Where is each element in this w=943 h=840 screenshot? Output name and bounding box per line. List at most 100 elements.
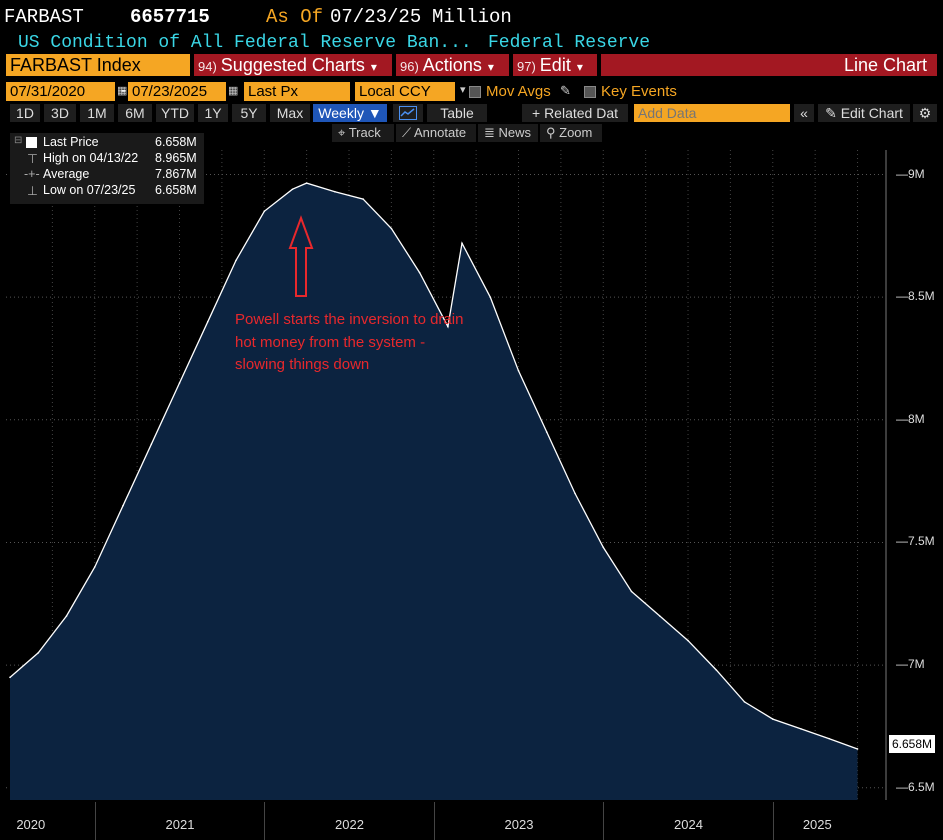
data-point <box>771 718 774 720</box>
data-point <box>687 639 689 642</box>
news-label: News <box>498 125 532 140</box>
edit-label: Edit <box>539 55 571 75</box>
x-tick-label: 2024 <box>674 817 703 832</box>
legend-avg-label: Average <box>43 167 90 181</box>
track-tool[interactable]: ⌖ Track <box>332 124 394 142</box>
period-3d[interactable]: 3D <box>44 104 76 122</box>
edit-chart-button[interactable]: ✎ Edit Chart <box>818 104 910 122</box>
edit-button[interactable]: 97) Edit ▾ <box>513 54 597 76</box>
chevron-down-icon[interactable]: ▾ <box>460 84 466 96</box>
period-5y[interactable]: 5Y <box>232 104 266 122</box>
gear-icon[interactable]: ⚙ <box>913 104 937 122</box>
line-draw-icon: ⟋ <box>402 125 414 140</box>
series-line <box>9 182 858 750</box>
settings-toolbar: 07/31/2020 ▦ - 07/23/2025 ▦ Last Px Loca… <box>0 81 943 103</box>
period-max[interactable]: Max <box>270 104 310 122</box>
low-marker-icon: ⊥ <box>27 184 38 198</box>
key-events-label[interactable]: Key Events <box>601 83 677 100</box>
main-toolbar: FARBAST Index 94) Suggested Charts ▾ 96) Ac… <box>0 53 943 78</box>
calendar-icon[interactable]: ▦ <box>117 85 128 97</box>
mov-avgs-label[interactable]: Mov Avgs <box>486 83 551 100</box>
news-icon: ≣ <box>484 125 499 140</box>
year-separator <box>603 802 605 840</box>
suggested-label: Suggested Charts <box>220 55 365 75</box>
annotation-arrow[interactable] <box>288 215 314 297</box>
period-ytd[interactable]: YTD <box>156 104 194 122</box>
data-point <box>856 748 859 750</box>
related-data-button[interactable]: + Related Dat <box>522 104 628 122</box>
units-label: Million <box>432 6 512 28</box>
data-point <box>715 669 718 671</box>
chevron-down-icon: ▾ <box>370 60 377 74</box>
data-point <box>418 271 421 274</box>
security-description: US Condition of All Federal Reserve Ban.… <box>18 33 472 53</box>
annotate-tool[interactable]: ⟋ Annotate <box>396 124 476 142</box>
average-marker-icon: -+- <box>24 167 40 181</box>
line-chart-icon[interactable] <box>393 104 423 122</box>
security-field[interactable]: FARBAST Index <box>6 54 190 76</box>
start-date-field[interactable]: 07/31/2020 <box>6 82 115 101</box>
frequency-selector[interactable]: Weekly ▼ <box>313 104 387 122</box>
data-point <box>517 369 520 372</box>
x-tick-label: 2021 <box>165 817 195 832</box>
currency-selector[interactable]: Local CCY <box>355 82 455 101</box>
field-selector[interactable]: Last Px <box>244 82 350 101</box>
pencil-icon[interactable]: ✎ <box>560 83 571 98</box>
data-point <box>122 504 124 507</box>
data-point <box>743 701 746 703</box>
data-point <box>37 652 40 654</box>
y-tick-label: —8M <box>896 411 925 426</box>
table-button[interactable]: Table <box>427 104 487 122</box>
suggested-num: 94) <box>198 59 217 74</box>
related-data-label: Related Dat <box>544 105 618 121</box>
add-data-input[interactable] <box>634 104 790 122</box>
period-1y[interactable]: 1Y <box>198 104 228 122</box>
calendar-icon[interactable]: ▦ <box>228 85 239 97</box>
series-area <box>10 183 858 801</box>
data-point <box>65 615 68 617</box>
year-separator <box>433 802 435 840</box>
suggested-charts-button[interactable]: 94) Suggested Charts ▾ <box>194 54 392 76</box>
price-chart[interactable] <box>0 150 943 802</box>
legend-avg-value: 7.867M <box>155 167 197 181</box>
data-point <box>178 382 181 384</box>
key-events-checkbox[interactable] <box>584 86 596 98</box>
last-value-marker: 6.658M <box>889 735 936 753</box>
chart-tools: ⌖ Track ⟋ Annotate ≣ News ⚲ Zoom <box>0 124 943 143</box>
year-separator <box>94 802 96 840</box>
data-point <box>489 296 492 298</box>
collapse-icon[interactable]: « <box>794 104 814 122</box>
actions-button[interactable]: 96) Actions ▾ <box>396 54 509 76</box>
x-axis: 2020 2021 2022 2023 2024 2025 <box>0 802 943 840</box>
data-point <box>93 566 96 568</box>
news-tool[interactable]: ≣ News <box>478 124 538 142</box>
data-point <box>461 242 463 245</box>
data-point <box>390 227 393 230</box>
legend-high-label: High on 04/13/22 <box>43 151 139 165</box>
chart-legend[interactable]: ⊟ Last Price 6.658M ⊤ High on 04/13/22 8… <box>10 133 204 204</box>
data-point <box>291 188 294 191</box>
series-swatch <box>26 137 37 148</box>
period-1d[interactable]: 1D <box>10 104 40 122</box>
period-6m[interactable]: 6M <box>118 104 152 122</box>
annotate-label: Annotate <box>414 125 467 140</box>
chart-annotation-text[interactable]: Powell starts the inversion to drain hot… <box>235 311 464 373</box>
data-point <box>602 546 605 549</box>
edit-chart-label: Edit Chart <box>840 105 903 121</box>
high-marker-icon: ⊤ <box>27 152 38 166</box>
date-separator: - <box>121 82 126 99</box>
legend-low-value: 6.658M <box>155 183 197 197</box>
mov-avgs-checkbox[interactable] <box>469 86 481 98</box>
period-toolbar: 1D 3D 1M 6M YTD 1Y 5Y Max Weekly ▼ Table… <box>0 103 943 123</box>
end-date-field[interactable]: 07/23/2025 <box>128 82 226 101</box>
collapse-legend-icon[interactable]: ⊟ <box>14 135 23 146</box>
data-point <box>150 443 153 446</box>
y-tick-label: —9M <box>896 166 925 181</box>
pencil-icon: ✎ <box>825 105 841 121</box>
x-tick-label: 2022 <box>335 817 364 832</box>
chart-type-label[interactable]: Line Chart <box>601 54 937 76</box>
zoom-tool[interactable]: ⚲ Zoom <box>540 124 602 142</box>
y-tick-label: —7.5M <box>896 534 935 549</box>
period-1m[interactable]: 1M <box>80 104 114 122</box>
chevron-down-icon: ▾ <box>487 60 494 74</box>
